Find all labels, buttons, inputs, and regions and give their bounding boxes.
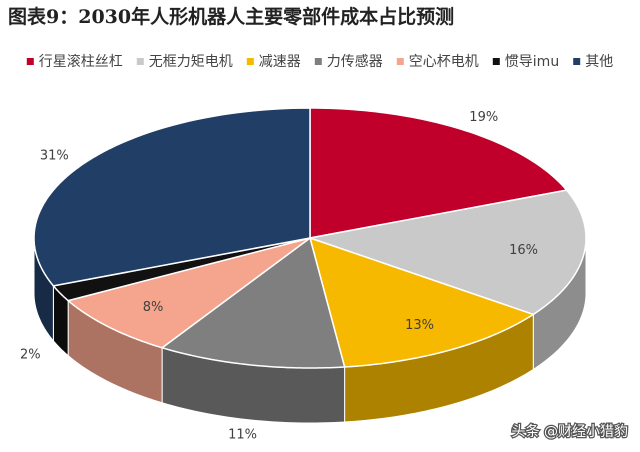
slice (66, 237, 311, 349)
chart-title: 图表9：2030年人形机器人主要零部件成本占比预测 (8, 5, 454, 28)
slice (308, 236, 536, 368)
legend-label: 行星滚柱丝杠 (39, 53, 123, 70)
legend-swatch (396, 58, 404, 65)
data-label: 13% (405, 318, 434, 333)
slice (307, 189, 587, 316)
data-label: 2% (20, 347, 41, 362)
legend-label: 力传感器 (327, 53, 383, 70)
data-label: 11% (228, 428, 257, 443)
legend-swatch (246, 58, 254, 65)
legend-swatch (136, 58, 144, 65)
data-label: 16% (509, 243, 538, 258)
legend-label: 无框力矩电机 (149, 54, 233, 70)
legend-swatch (314, 58, 322, 65)
legend-label: 惯导imu (505, 53, 559, 70)
data-label: 19% (469, 110, 498, 125)
legend: 行星滚柱丝杠 无框力矩电机 减速器 力传感器 空心杯电机 惯导imu 其他 (26, 53, 613, 70)
legend-swatch (26, 58, 34, 65)
pie-tops (33, 107, 587, 369)
watermark: 头条 @财经小猎豹 (512, 423, 628, 440)
slice (33, 107, 311, 287)
legend-swatch (492, 58, 500, 65)
data-label: 8% (143, 300, 164, 315)
data-labels: 19% 16% 13% 11% 8% 2% 31% (20, 110, 538, 443)
data-label: 31% (40, 149, 69, 164)
slice (160, 236, 346, 369)
slice (309, 107, 569, 239)
legend-label: 其他 (585, 54, 613, 70)
legend-swatch (573, 58, 581, 65)
legend-label: 减速器 (259, 54, 301, 70)
legend-label: 空心杯电机 (409, 54, 479, 70)
slice (51, 237, 311, 302)
